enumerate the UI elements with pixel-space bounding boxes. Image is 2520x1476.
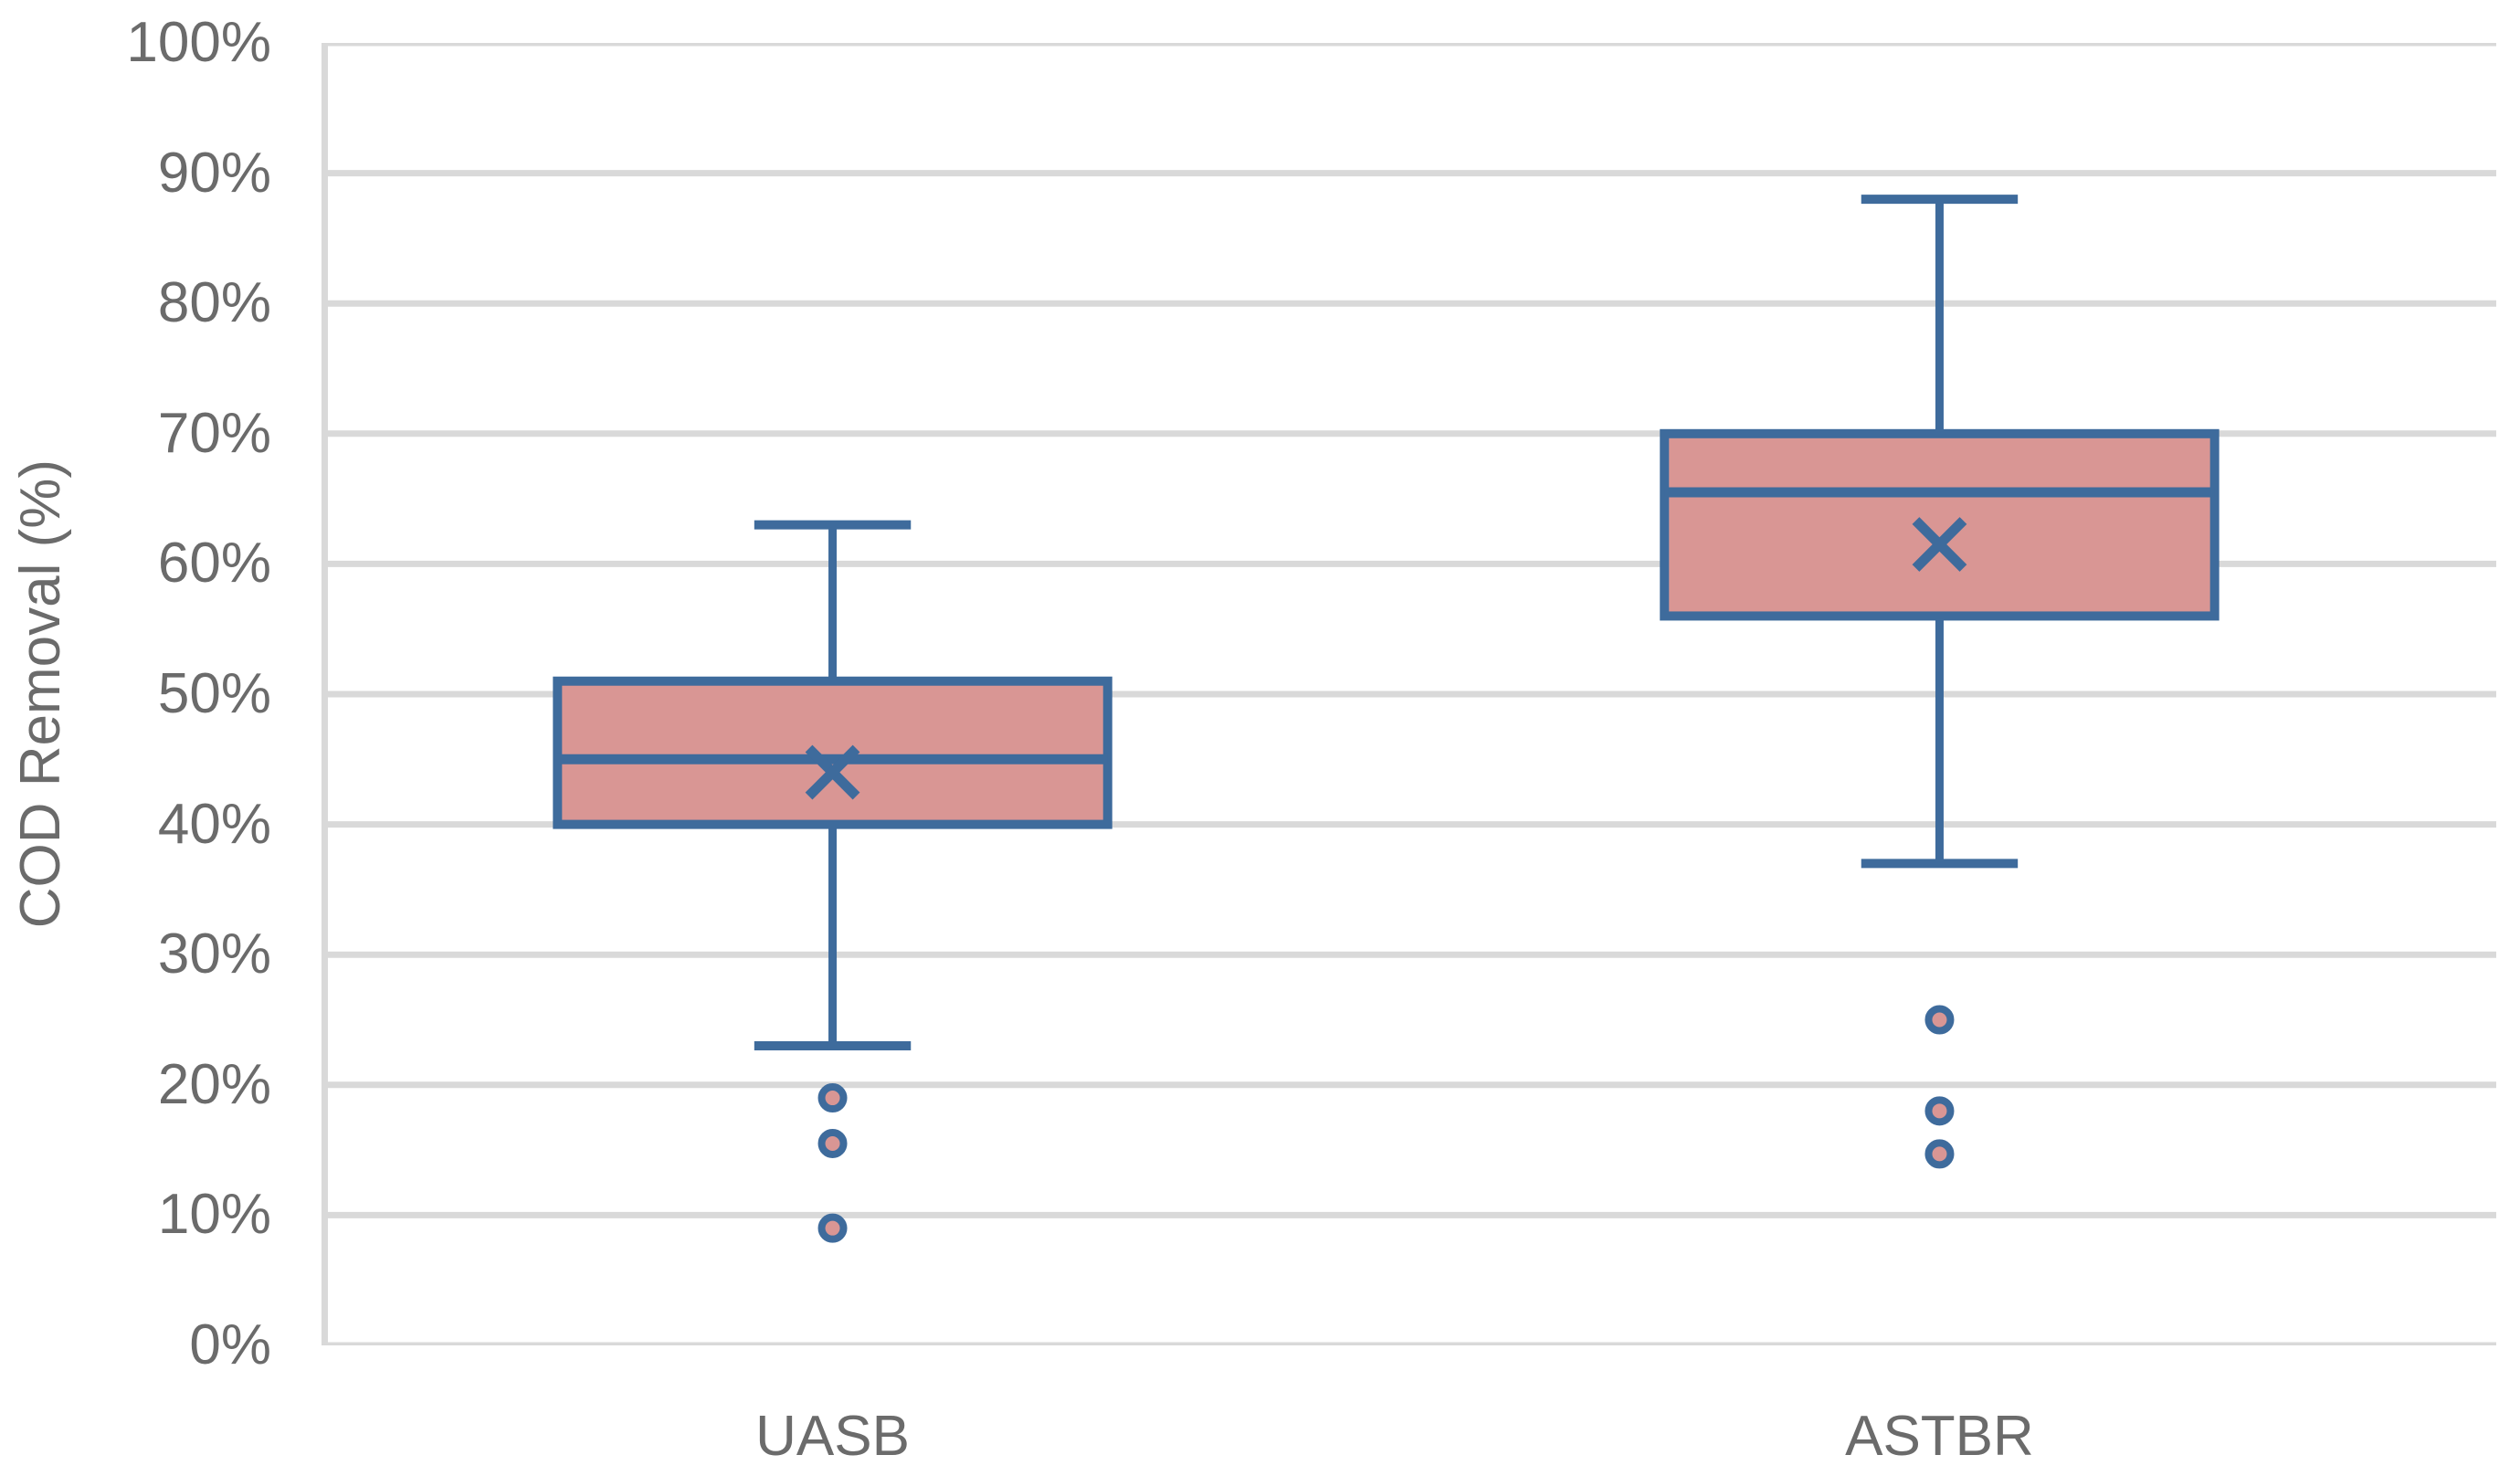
y-tick-label-80%: 80%	[157, 271, 271, 335]
y-tick-label-10%: 10%	[157, 1183, 271, 1247]
y-tick-label-100%: 100%	[126, 11, 271, 74]
y-tick-label-70%: 70%	[157, 401, 271, 465]
boxplot-svg	[322, 43, 2496, 1345]
x-category-label-uasb: UASB	[755, 1405, 910, 1468]
outlier-point-uasb	[817, 1213, 848, 1243]
y-tick-label-0%: 0%	[189, 1313, 271, 1376]
y-tick-label-40%: 40%	[157, 792, 271, 856]
mean-marker-uasb	[805, 744, 860, 800]
x-category-label-astbr: ASTBR	[1845, 1405, 2034, 1468]
outlier-point-astbr	[1924, 1139, 1955, 1169]
mean-marker-astbr	[1912, 517, 1967, 572]
outlier-point-uasb	[817, 1128, 848, 1158]
outlier-point-uasb	[817, 1083, 848, 1113]
outlier-point-astbr	[1924, 1096, 1955, 1126]
outlier-point-astbr	[1924, 1005, 1955, 1035]
box-uasb	[553, 676, 1112, 829]
y-tick-label-90%: 90%	[157, 141, 271, 205]
y-tick-label-50%: 50%	[157, 662, 271, 725]
plot-area	[322, 43, 2496, 1345]
y-tick-label-30%: 30%	[157, 922, 271, 986]
y-axis-tick-labels: 0% 10% 20% 30% 40% 50% 60% 70% 80% 90% 100%	[0, 0, 283, 1476]
y-tick-label-60%: 60%	[157, 532, 271, 596]
y-tick-label-20%: 20%	[157, 1052, 271, 1116]
box-astbr	[1660, 428, 2219, 621]
